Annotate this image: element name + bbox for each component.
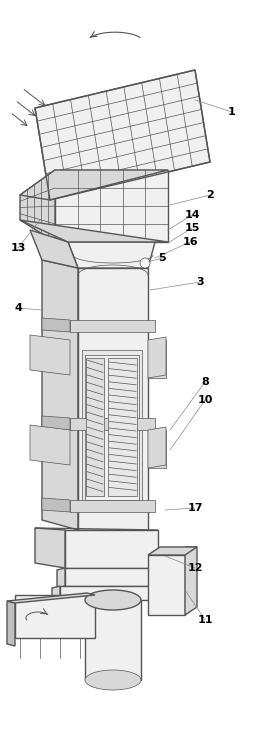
Text: 13: 13 bbox=[10, 243, 26, 253]
Bar bbox=[65, 568, 158, 586]
Polygon shape bbox=[20, 220, 168, 242]
Bar bbox=[70, 320, 155, 332]
Bar bbox=[85, 355, 139, 500]
Polygon shape bbox=[7, 593, 95, 603]
Polygon shape bbox=[7, 601, 15, 646]
Bar bbox=[82, 350, 142, 505]
Polygon shape bbox=[35, 70, 210, 200]
Polygon shape bbox=[42, 498, 70, 512]
Circle shape bbox=[140, 258, 150, 268]
Bar bbox=[85, 600, 141, 680]
Polygon shape bbox=[52, 586, 60, 602]
Polygon shape bbox=[35, 528, 158, 530]
Ellipse shape bbox=[85, 670, 141, 690]
Text: 1: 1 bbox=[228, 107, 236, 117]
Polygon shape bbox=[68, 242, 155, 268]
Text: 2: 2 bbox=[206, 190, 214, 200]
Polygon shape bbox=[42, 318, 70, 332]
Polygon shape bbox=[185, 547, 197, 615]
Bar bbox=[148, 430, 166, 468]
Polygon shape bbox=[35, 528, 65, 568]
Bar bbox=[108, 358, 137, 496]
Text: 8: 8 bbox=[201, 377, 209, 387]
Text: 14: 14 bbox=[184, 210, 200, 220]
Text: 10: 10 bbox=[197, 395, 213, 405]
Bar bbox=[65, 530, 158, 568]
Bar bbox=[148, 555, 185, 615]
Text: 12: 12 bbox=[187, 563, 203, 573]
Text: 4: 4 bbox=[14, 303, 22, 313]
Bar bbox=[15, 595, 95, 638]
Text: 11: 11 bbox=[197, 615, 213, 625]
Bar bbox=[148, 340, 166, 378]
Text: 5: 5 bbox=[158, 253, 166, 263]
Polygon shape bbox=[30, 425, 70, 465]
Text: 17: 17 bbox=[187, 503, 203, 513]
Bar bbox=[86, 358, 104, 496]
Polygon shape bbox=[42, 416, 70, 430]
Polygon shape bbox=[20, 170, 55, 242]
Ellipse shape bbox=[85, 590, 141, 610]
Polygon shape bbox=[148, 337, 166, 378]
Polygon shape bbox=[148, 547, 197, 555]
Text: 3: 3 bbox=[196, 277, 204, 287]
Bar bbox=[70, 500, 155, 512]
Text: 16: 16 bbox=[182, 237, 198, 247]
Polygon shape bbox=[42, 260, 78, 530]
Polygon shape bbox=[148, 427, 166, 468]
Bar bbox=[70, 418, 155, 430]
Bar bbox=[60, 586, 163, 600]
Text: 15: 15 bbox=[184, 223, 200, 233]
Polygon shape bbox=[20, 170, 168, 200]
Polygon shape bbox=[57, 568, 65, 588]
Bar bbox=[78, 268, 148, 530]
Polygon shape bbox=[30, 230, 78, 268]
Polygon shape bbox=[30, 335, 70, 375]
Bar bbox=[55, 170, 168, 242]
